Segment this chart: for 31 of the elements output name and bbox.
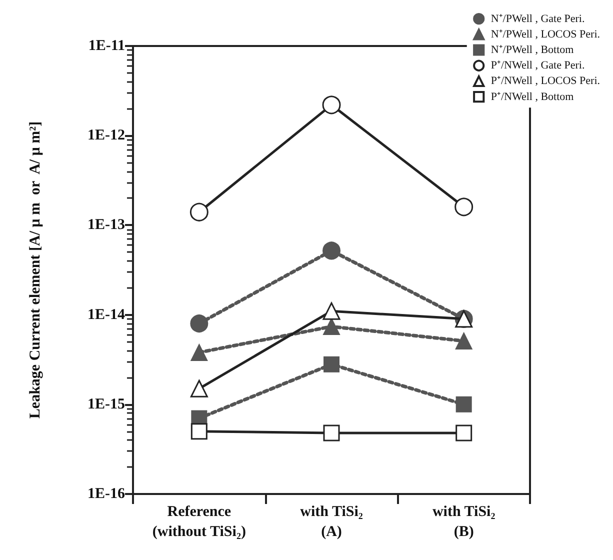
y-tick-label: 1E-11	[88, 38, 125, 54]
y-tick-label: 1E-13	[88, 217, 125, 234]
y-tick-label: 1E-12	[88, 128, 125, 144]
point	[190, 314, 208, 332]
point	[322, 242, 340, 260]
y-tick-label: 1E-16	[88, 486, 126, 502]
legend-label: P⁺/NWell , Gate Peri.	[490, 60, 585, 72]
point	[455, 332, 472, 350]
point	[324, 356, 340, 372]
legend-label: N⁺/PWell , Bottom	[490, 44, 574, 56]
legend-label: P⁺/NWell , LOCOS Peri.	[490, 75, 600, 88]
x-tick-label: with TiSi₂ (B)	[432, 504, 496, 540]
point	[456, 424, 472, 442]
point	[323, 318, 340, 336]
legend-label: N⁺/PWell , Gate Peri.	[490, 12, 585, 25]
point	[323, 424, 340, 442]
legend-label: P⁺/NWell , Bottom	[490, 90, 574, 103]
legend-label: N⁺/PWell , LOCOS Peri.	[490, 28, 600, 40]
point	[322, 302, 340, 320]
y-axis-title: Leakage Current element [A/ μ m or A/ μ m²]	[28, 121, 44, 419]
x-tick-label: with TiSi₂ (A)	[300, 504, 364, 540]
point	[190, 344, 208, 361]
point	[190, 423, 208, 440]
y-tick-label: 1E-14	[88, 306, 126, 323]
point	[190, 380, 208, 398]
y-tick-label: 1E-15	[88, 396, 125, 412]
point	[454, 198, 474, 216]
x-tick-label: Reference (without TiSi₂)	[152, 504, 246, 540]
point	[322, 96, 341, 114]
point	[190, 202, 208, 222]
point	[456, 396, 472, 412]
